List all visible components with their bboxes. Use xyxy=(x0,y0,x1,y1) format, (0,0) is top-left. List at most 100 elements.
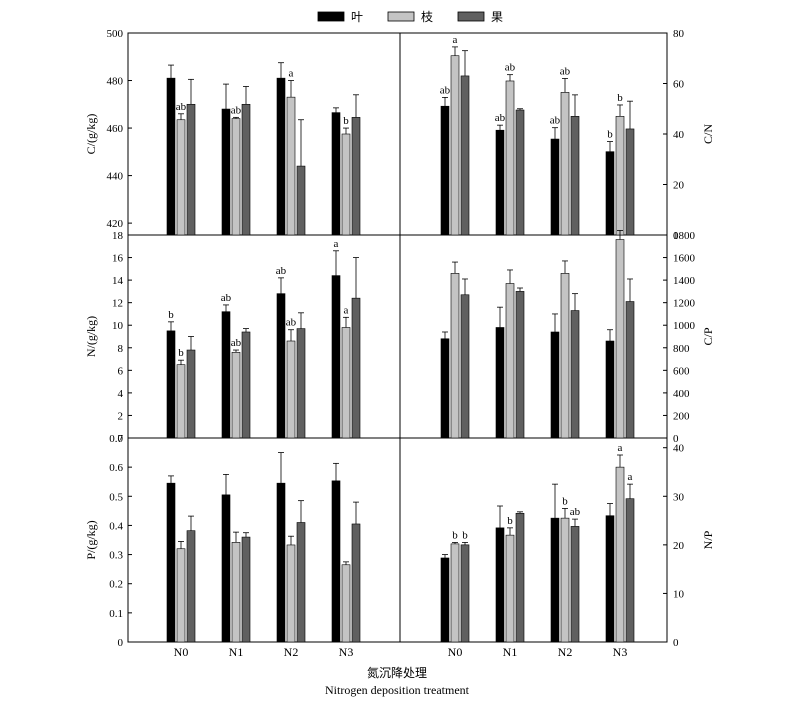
y-tick-label: 1800 xyxy=(673,230,696,242)
x-tick-left-n1: N1 xyxy=(229,645,244,659)
y-tick-label: 400 xyxy=(673,388,690,400)
x-tick-right-n3: N3 xyxy=(613,645,628,659)
significance-label: ab xyxy=(570,506,581,518)
bar-leaf xyxy=(331,480,341,643)
bar-twig xyxy=(505,283,515,439)
bar-twig xyxy=(560,273,570,439)
bar-fruit xyxy=(186,103,196,236)
bar-leaf xyxy=(221,108,231,236)
significance-label: a xyxy=(628,471,633,483)
significance-label: b xyxy=(343,115,349,127)
bar-fruit xyxy=(241,103,251,236)
y-tick-label: 0.3 xyxy=(109,550,123,562)
y-tick-label: 800 xyxy=(673,343,690,355)
bar-twig xyxy=(560,517,570,643)
bar-twig xyxy=(176,548,186,643)
y-axis-label: N/P xyxy=(701,530,715,549)
x-tick-left-n0: N0 xyxy=(174,645,189,659)
bar-fruit xyxy=(460,294,470,439)
y-tick-label: 0 xyxy=(118,637,124,649)
y-tick-label: 500 xyxy=(107,28,124,40)
significance-label: b xyxy=(178,347,184,359)
bar-twig xyxy=(505,80,515,236)
y-tick-label: 1200 xyxy=(673,298,696,310)
y-tick-label: 40 xyxy=(673,443,685,455)
y-tick-label: 0.7 xyxy=(109,433,123,445)
legend: 叶 枝 果 xyxy=(317,9,503,24)
y-tick-label: 1000 xyxy=(673,320,696,332)
bar-fruit xyxy=(241,331,251,439)
legend-swatch-fruit xyxy=(457,11,485,22)
bar-fruit xyxy=(515,291,525,439)
plot-frame xyxy=(127,32,668,643)
y-tick-label: 0.1 xyxy=(109,608,123,620)
bar-leaf xyxy=(605,515,615,643)
x-tick-right-n1: N1 xyxy=(503,645,518,659)
bar-twig xyxy=(286,340,296,439)
y-tick-label: 440 xyxy=(107,171,124,183)
bar-leaf xyxy=(550,138,560,236)
significance-label: ab xyxy=(495,112,506,124)
y-tick-label: 0.4 xyxy=(109,520,123,532)
bar-fruit xyxy=(570,526,580,643)
bar-leaf xyxy=(166,482,176,643)
panel-c-n: 0 20 40 60 80 C/N ab ab ab b a ab ab b xyxy=(440,28,715,242)
bar-fruit xyxy=(515,109,525,236)
y-tick-label: 480 xyxy=(107,76,124,88)
y-tick-label: 0 xyxy=(118,433,124,445)
bar-leaf xyxy=(166,330,176,439)
significance-label: b xyxy=(562,495,568,507)
legend-swatch-twig xyxy=(387,11,415,22)
y-axis-label: N/(g/kg) xyxy=(84,316,98,357)
significance-label: b xyxy=(452,529,458,541)
y-axis-label: C/P xyxy=(701,327,715,345)
bar-fruit xyxy=(625,301,635,439)
y-tick-label: 20 xyxy=(673,540,685,552)
bar-leaf xyxy=(495,327,505,439)
bar-leaf xyxy=(276,293,286,439)
y-tick-label: 0.2 xyxy=(109,579,123,591)
bar-twig xyxy=(231,351,241,439)
x-tick-right-n0: N0 xyxy=(448,645,463,659)
bar-twig xyxy=(341,133,351,236)
bar-fruit xyxy=(186,530,196,643)
bar-twig xyxy=(450,55,460,236)
bar-twig xyxy=(341,327,351,439)
bar-leaf xyxy=(440,557,450,643)
significance-label: b xyxy=(462,529,468,541)
bar-twig xyxy=(450,543,460,643)
significance-label: a xyxy=(453,34,458,46)
x-tick-labels: N0 N1 N2 N3 N0 N1 N2 N3 xyxy=(174,645,628,659)
x-axis-title-cn: 氮沉降处理 xyxy=(367,665,427,680)
bar-fruit xyxy=(625,498,635,643)
bar-twig xyxy=(505,534,515,643)
bar-leaf xyxy=(495,129,505,236)
y-tick-label: 8 xyxy=(118,343,124,355)
significance-label: ab xyxy=(231,337,242,349)
bar-fruit xyxy=(296,165,306,236)
panel-p: 0 0.1 0.2 0.3 0.4 0.5 0.6 0.7 P/(g/kg) xyxy=(84,433,361,649)
y-tick-label: 30 xyxy=(673,491,685,503)
y-tick-label: 200 xyxy=(673,410,690,422)
legend-label-leaf: 叶 xyxy=(351,10,363,24)
bar-leaf xyxy=(550,331,560,439)
significance-label: ab xyxy=(550,115,561,127)
y-tick-label: 10 xyxy=(673,588,685,600)
x-tick-left-n3: N3 xyxy=(339,645,354,659)
significance-label: ab xyxy=(286,317,297,329)
significance-label: b xyxy=(607,129,613,141)
y-tick-label: 1600 xyxy=(673,253,696,265)
y-tick-label: 6 xyxy=(118,365,124,377)
y-tick-label: 4 xyxy=(118,388,124,400)
significance-label: b xyxy=(168,309,174,321)
significance-label: ab xyxy=(176,101,187,113)
y-tick-label: 0 xyxy=(673,230,679,242)
bar-twig xyxy=(286,96,296,236)
y-tick-label: 14 xyxy=(112,275,124,287)
y-tick-label: 0.6 xyxy=(109,462,123,474)
bar-twig xyxy=(231,118,241,236)
significance-label: a xyxy=(334,238,339,250)
bar-fruit xyxy=(186,349,196,439)
